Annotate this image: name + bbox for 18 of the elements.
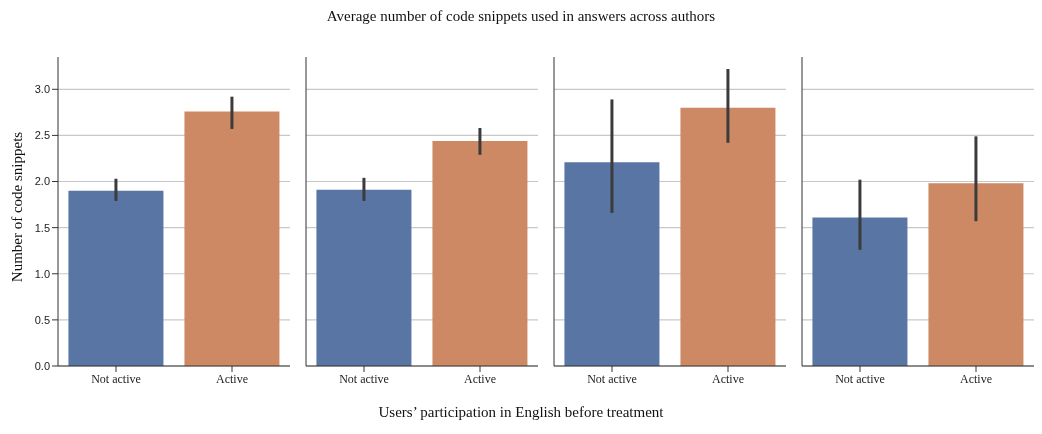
y-tick-label: 0.5 bbox=[34, 313, 50, 326]
y-axis-title: Number of code snippets bbox=[8, 131, 26, 283]
y-tick-label: 3.0 bbox=[34, 83, 50, 96]
chart-title: Average number of code snippets used in answers across authors bbox=[325, 8, 717, 25]
x-tick-label: Not active bbox=[587, 371, 637, 386]
x-tick-label: Active bbox=[216, 371, 248, 386]
y-tick-label: 1.0 bbox=[34, 267, 50, 280]
x-tick-label: Not active bbox=[91, 371, 141, 386]
y-tick-label: 2.5 bbox=[34, 129, 50, 142]
y-tick-label: 0.0 bbox=[34, 359, 50, 372]
y-tick-label: 1.5 bbox=[34, 221, 50, 234]
x-axis-title: Users’ participation in English before treatment bbox=[377, 404, 665, 421]
x-tick-label: Not active bbox=[339, 371, 389, 386]
x-tick-label: Active bbox=[712, 371, 744, 386]
x-tick-label: Active bbox=[960, 371, 992, 386]
x-tick-label: Active bbox=[464, 371, 496, 386]
y-tick-label: 2.0 bbox=[34, 175, 50, 188]
x-tick-label: Not active bbox=[835, 371, 885, 386]
